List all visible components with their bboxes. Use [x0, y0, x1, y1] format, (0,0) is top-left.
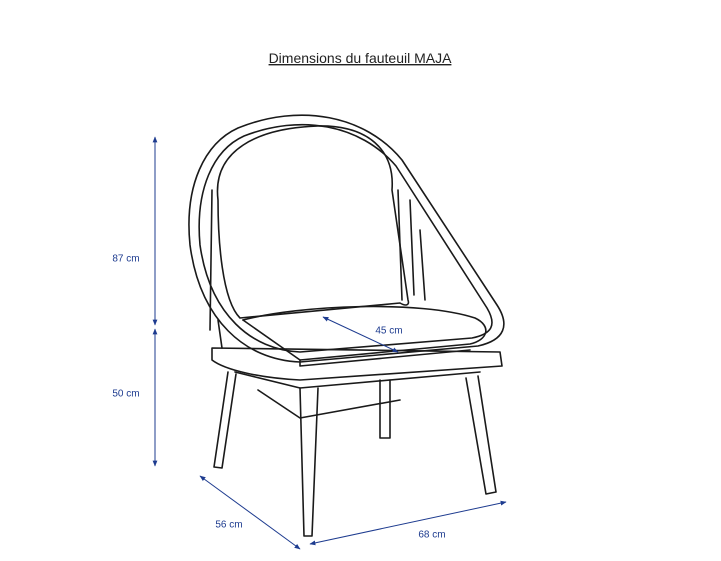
dimension-label: 68 cm: [418, 530, 445, 541]
dimension-label: 50 cm: [112, 389, 139, 400]
width-arrow: [309, 500, 507, 546]
chair-drawing: [188, 114, 505, 537]
title: Dimensions du fauteuil MAJA: [269, 50, 453, 66]
dimension-label: 56 cm: [215, 520, 242, 531]
seat-depth-arrow: [322, 316, 399, 353]
dimension-label: 45 cm: [375, 326, 402, 337]
dimension-label: 87 cm: [112, 254, 139, 265]
depth-arrow: [199, 475, 301, 550]
